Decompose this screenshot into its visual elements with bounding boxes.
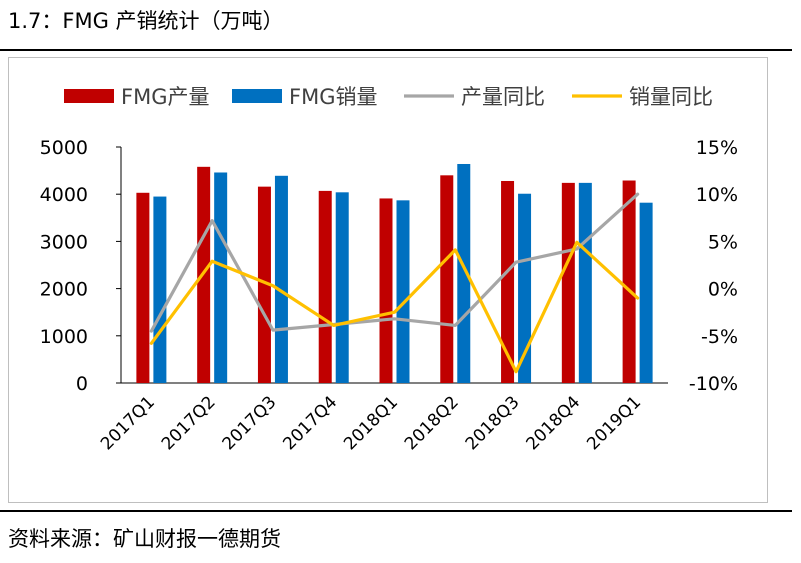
bar-sales (639, 202, 653, 383)
left-tick-label: 0 (76, 373, 88, 395)
bar-sales (335, 192, 349, 383)
bar-production (561, 182, 575, 383)
bar-sales (214, 172, 228, 383)
right-tick-label: 0% (708, 279, 738, 301)
legend-swatch (64, 89, 114, 103)
x-tick-label: 2018Q1 (340, 392, 402, 454)
left-tick-label: 3000 (40, 231, 88, 253)
right-tick-label: -5% (701, 326, 738, 348)
bar-sales (396, 200, 410, 383)
title-divider (0, 49, 792, 51)
left-tick-label: 4000 (40, 184, 88, 206)
source-divider (0, 510, 792, 512)
x-tick-label: 2019Q1 (583, 392, 645, 454)
legend-label: 销量同比 (629, 85, 713, 109)
x-tick-label: 2017Q1 (97, 392, 159, 454)
left-tick-label: 2000 (40, 279, 88, 301)
legend-swatch (232, 89, 282, 103)
line-sales-yoy (149, 240, 640, 374)
bar-sales (578, 182, 592, 383)
x-tick-label: 2018Q3 (462, 392, 524, 454)
right-tick-label: 10% (696, 184, 738, 206)
x-tick-label: 2018Q4 (523, 392, 585, 454)
bar-production (501, 180, 515, 383)
left-tick-label: 5000 (40, 137, 88, 159)
bar-sales (153, 196, 167, 383)
bar-production (440, 175, 454, 383)
bar-production (318, 190, 332, 383)
x-tick-label: 2017Q2 (158, 392, 220, 454)
bar-sales (518, 193, 532, 383)
bar-production (379, 198, 393, 383)
x-tick-label: 2017Q3 (219, 392, 281, 454)
bar-sales (457, 163, 471, 383)
bar-production (136, 192, 150, 383)
right-tick-label: 15% (696, 137, 738, 159)
x-tick-label: 2017Q4 (279, 392, 341, 454)
bar-sales (274, 175, 288, 383)
legend-label: FMG销量 (289, 85, 377, 109)
legend-label: FMG产量 (121, 85, 209, 109)
bar-production (257, 186, 271, 383)
x-tick-label: 2018Q2 (401, 392, 463, 454)
source-note: 资料来源：矿山财报一德期货 (8, 527, 281, 551)
legend-label: 产量同比 (461, 85, 545, 109)
page-title: 1.7：FMG 产销统计（万吨） (8, 9, 284, 33)
left-tick-label: 1000 (40, 326, 88, 348)
line-production-yoy (149, 192, 640, 333)
bar-production (622, 180, 636, 383)
right-tick-label: 5% (708, 231, 738, 253)
right-tick-label: -10% (689, 373, 738, 395)
